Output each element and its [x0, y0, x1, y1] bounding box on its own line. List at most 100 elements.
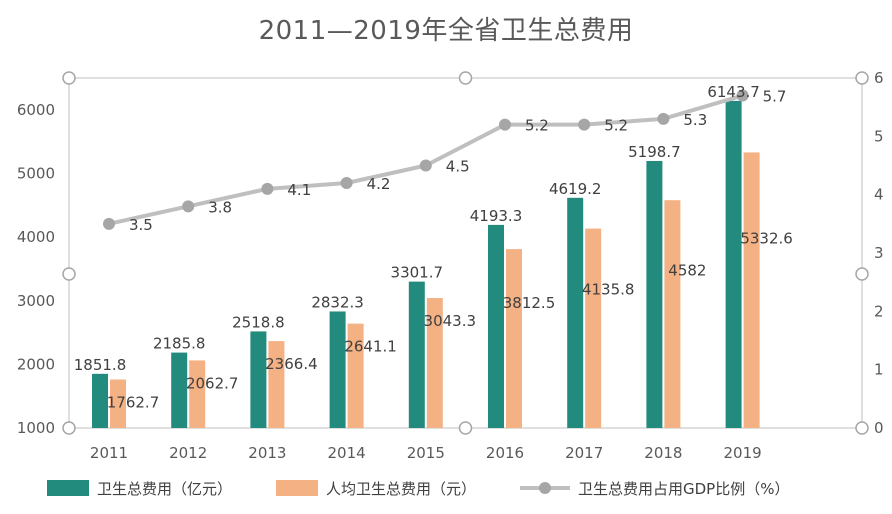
total-expenditure-label: 2832.3 [311, 293, 364, 311]
gdp-ratio-label: 5.3 [683, 111, 707, 129]
gdp-ratio-label: 4.5 [446, 158, 470, 176]
per-capita-label: 5332.6 [740, 229, 793, 247]
gdp-ratio-label: 5.2 [525, 117, 549, 135]
gdp-ratio-label: 5.7 [763, 88, 787, 106]
bar-total-expenditure [488, 224, 504, 428]
x-tick-label: 2016 [486, 444, 524, 462]
per-capita-label: 2062.7 [186, 374, 239, 392]
gdp-ratio-point [578, 118, 591, 131]
gdp-ratio-label: 5.2 [604, 117, 628, 135]
resize-handle [458, 421, 473, 435]
left-tick-label: 2000 [17, 355, 55, 373]
bar-total-expenditure [250, 331, 267, 428]
legend-swatch-total [47, 480, 89, 496]
x-tick-label: 2019 [724, 444, 762, 462]
total-expenditure-label: 4619.2 [549, 180, 602, 198]
resize-handle [855, 267, 869, 281]
x-tick-label: 2015 [407, 444, 445, 462]
x-tick-label: 2018 [644, 444, 682, 462]
total-expenditure-label: 1851.8 [74, 356, 127, 374]
resize-handle [62, 421, 76, 435]
x-tick-label: 2012 [169, 444, 207, 462]
right-tick-label: 3 [874, 244, 884, 262]
gdp-ratio-label: 4.1 [287, 181, 311, 199]
total-expenditure-label: 5198.7 [628, 143, 681, 161]
left-tick-label: 6000 [17, 101, 55, 119]
bar-per-capita [110, 379, 126, 428]
resize-handle [855, 71, 869, 85]
gdp-ratio-label: 3.5 [129, 216, 153, 234]
bar-per-capita [189, 360, 206, 428]
left-axis-ticks: 1000 2000 3000 4000 5000 6000 [17, 101, 55, 437]
bar-total-expenditure [567, 197, 584, 428]
legend: 卫生总费用（亿元） 人均卫生总费用（元） 卫生总费用占用GDP比例（%） [47, 480, 789, 498]
total-expenditure-label: 3301.7 [391, 264, 444, 282]
bar-total-expenditure [725, 100, 742, 428]
bar-per-capita [585, 228, 602, 428]
per-capita-label: 2641.1 [344, 338, 397, 356]
bar-per-capita [347, 323, 364, 428]
resize-handle [62, 71, 76, 85]
total-expenditure-label: 2518.8 [232, 313, 285, 331]
gdp-ratio-point [419, 159, 432, 172]
line-series [103, 89, 749, 230]
right-tick-label: 1 [874, 361, 884, 379]
legend-marker-gdp [539, 482, 551, 494]
total-expenditure-label: 6143.7 [707, 83, 760, 101]
per-capita-label: 4582 [668, 261, 706, 279]
gdp-ratio-point [182, 200, 195, 213]
gdp-ratio-point [736, 89, 749, 102]
resize-handle [62, 267, 76, 281]
legend-label-per-capita: 人均卫生总费用（元） [326, 480, 476, 498]
gdp-ratio-point [261, 182, 274, 195]
gdp-ratio-point [499, 118, 511, 131]
per-capita-label: 1762.7 [107, 393, 160, 411]
gdp-ratio-label: 3.8 [208, 198, 232, 216]
x-tick-label: 2011 [90, 444, 128, 462]
x-axis-ticks: 2011 2012 2013 2014 2015 2016 2017 2018 2019 [90, 444, 762, 462]
left-tick-label: 1000 [17, 419, 55, 437]
legend-swatch-per-capita [276, 480, 318, 496]
resize-handle [458, 71, 473, 85]
gdp-ratio-point [657, 112, 670, 125]
bar-total-expenditure [646, 160, 663, 428]
legend-label-total: 卫生总费用（亿元） [97, 480, 232, 498]
selection-handles [62, 71, 869, 435]
bar-total-expenditure [329, 311, 346, 428]
per-capita-label: 4135.8 [582, 280, 635, 298]
gdp-ratio-point [340, 177, 353, 189]
bar-per-capita [426, 298, 443, 428]
total-expenditure-label: 4193.3 [470, 207, 523, 225]
right-axis-ticks: 0 1 2 3 4 5 6 [874, 69, 884, 437]
gdp-ratio-point [103, 217, 115, 230]
legend-label-gdp: 卫生总费用占用GDP比例（%） [578, 480, 789, 498]
resize-handle [855, 421, 869, 435]
left-tick-label: 5000 [17, 165, 55, 183]
per-capita-label: 2366.4 [265, 355, 318, 373]
bar-total-expenditure [408, 281, 425, 428]
bar-per-capita [743, 152, 760, 428]
per-capita-label: 3812.5 [503, 294, 556, 312]
x-tick-label: 2014 [328, 444, 366, 462]
left-tick-label: 4000 [17, 228, 55, 246]
x-tick-label: 2013 [248, 444, 286, 462]
bar-total-expenditure [171, 352, 188, 428]
right-tick-label: 5 [874, 127, 884, 145]
right-tick-label: 0 [874, 419, 884, 437]
per-capita-label: 3043.3 [424, 312, 477, 330]
bar-marks [92, 100, 760, 428]
bar-per-capita [268, 341, 285, 428]
chart-title: 2011—2019年全省卫生总费用 [258, 16, 634, 46]
data-labels: 1851.8 1762.7 3.5 2185.8 2062.7 3.8 2518.8 2366… [74, 83, 793, 412]
right-tick-label: 2 [874, 302, 884, 320]
x-tick-label: 2017 [565, 444, 603, 462]
total-expenditure-label: 2185.8 [153, 335, 206, 353]
gdp-ratio-label: 4.2 [367, 175, 391, 193]
bar-per-capita [506, 249, 522, 428]
bar-per-capita [664, 200, 681, 428]
left-tick-label: 3000 [17, 292, 55, 310]
right-tick-label: 4 [874, 186, 884, 204]
right-tick-label: 6 [874, 69, 884, 87]
bar-total-expenditure [92, 373, 108, 428]
